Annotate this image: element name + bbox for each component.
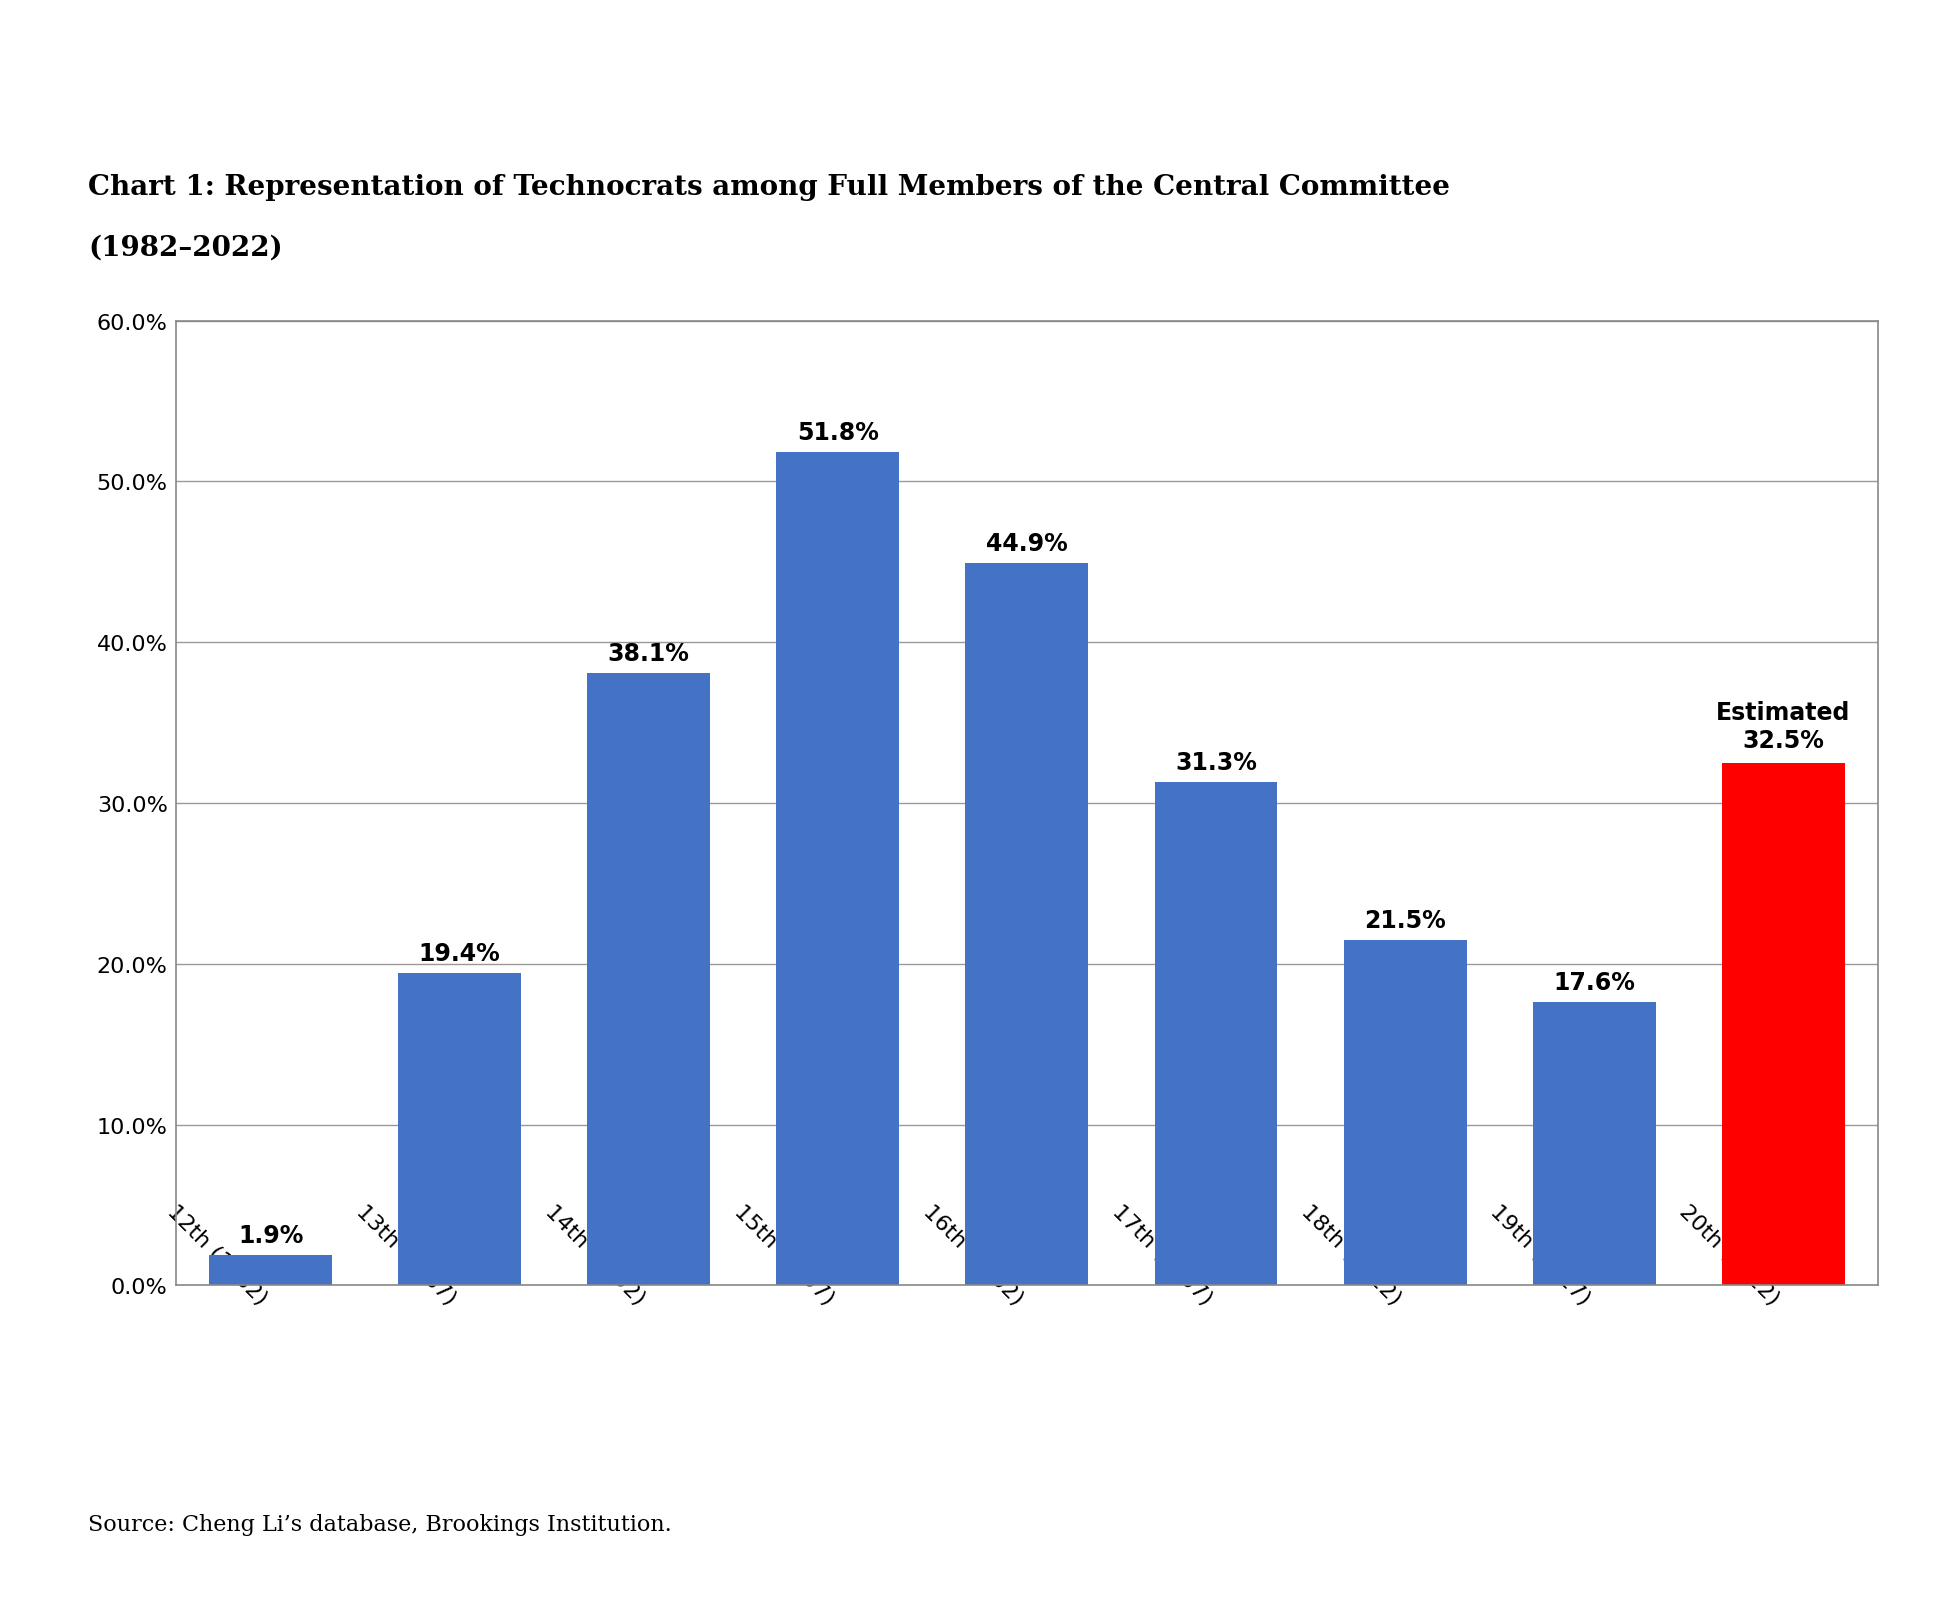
Text: (1982–2022): (1982–2022)	[88, 235, 283, 262]
Bar	[776, 453, 899, 1286]
Bar	[1533, 1003, 1654, 1286]
Bar	[586, 673, 710, 1286]
Bar	[1343, 940, 1466, 1286]
Text: Source: Cheng Li’s database, Brookings Institution.: Source: Cheng Li’s database, Brookings I…	[88, 1512, 671, 1535]
Text: 17.6%: 17.6%	[1552, 971, 1634, 995]
Text: 1.9%: 1.9%	[239, 1223, 303, 1247]
Text: 19.4%: 19.4%	[418, 942, 500, 966]
Text: Estimated
32.5%: Estimated 32.5%	[1715, 701, 1849, 752]
Text: 38.1%: 38.1%	[608, 641, 690, 665]
Bar	[1720, 763, 1844, 1286]
Bar	[1153, 783, 1277, 1286]
Text: 44.9%: 44.9%	[985, 532, 1067, 556]
Text: 31.3%: 31.3%	[1175, 750, 1257, 775]
Bar	[399, 974, 520, 1286]
Text: 21.5%: 21.5%	[1363, 908, 1445, 932]
Text: 51.8%: 51.8%	[796, 421, 878, 445]
Text: Chart 1: Representation of Technocrats among Full Members of the Central Committ: Chart 1: Representation of Technocrats a…	[88, 174, 1449, 201]
Bar	[209, 1255, 332, 1286]
Bar	[966, 564, 1087, 1286]
